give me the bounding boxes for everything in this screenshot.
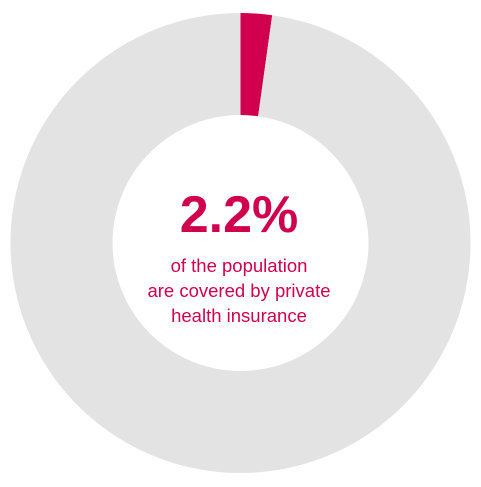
caption: of the population are covered by private…	[140, 253, 338, 328]
caption-line-2: are covered by private	[147, 280, 331, 301]
slice-highlight	[240, 13, 273, 117]
caption-line-3: health insurance	[171, 305, 307, 326]
headline-percentage: 2.2%	[179, 186, 299, 244]
caption-line-1: of the population	[170, 255, 308, 276]
slice-remainder	[10, 13, 471, 473]
